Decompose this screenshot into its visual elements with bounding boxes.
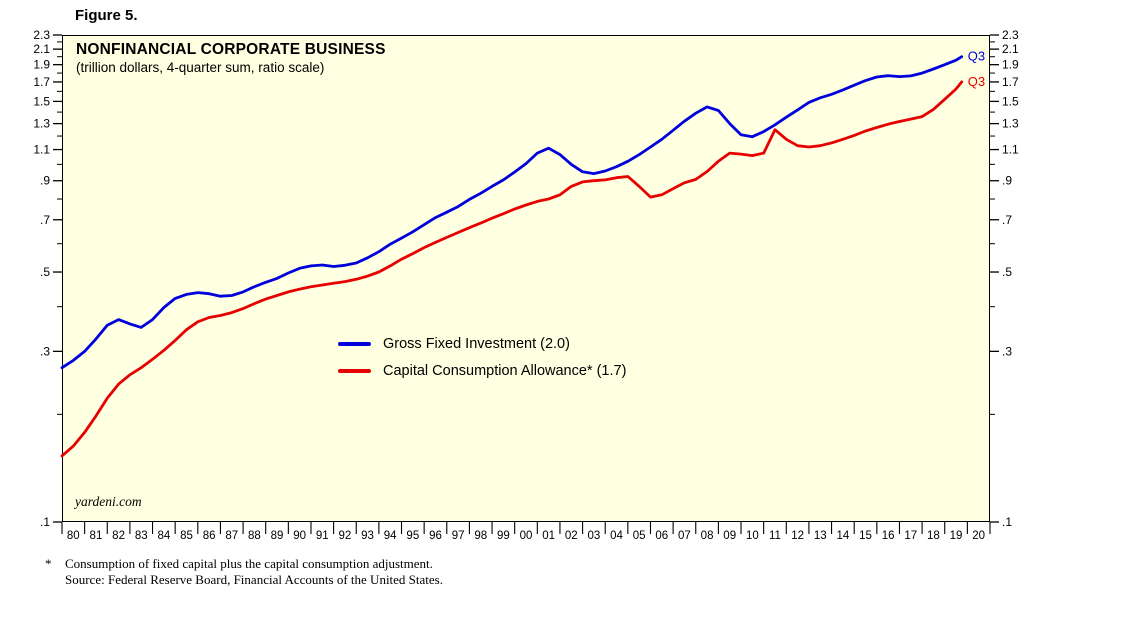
y-tick-label-right: .9 [1002, 174, 1012, 188]
y-tick-label-left: 1.7 [33, 75, 50, 89]
x-tick-label: 09 [723, 530, 736, 542]
x-tick-label: 84 [157, 530, 170, 542]
yardeni-watermark: yardeni.com [75, 494, 142, 509]
x-tick-label: 85 [180, 530, 193, 542]
x-tick-label: 93 [361, 530, 374, 542]
x-tick-label: 04 [610, 530, 623, 542]
footnote-text: Consumption of fixed capital plus the ca… [65, 556, 433, 571]
y-tick-label-right: 2.3 [1002, 28, 1019, 42]
x-tick-label: 03 [588, 530, 601, 542]
x-tick-label: 81 [90, 530, 103, 542]
legend-item-gross-fixed-investment: Gross Fixed Investment (2.0) [338, 331, 626, 356]
y-tick-label-right: 1.7 [1002, 75, 1019, 89]
y-tick-label-left: 1.5 [33, 94, 50, 108]
footnote-indent [45, 572, 65, 588]
x-tick-label: 05 [633, 530, 646, 542]
legend-swatch-red [338, 368, 371, 373]
x-tick-label: 90 [293, 530, 306, 542]
x-tick-label: 07 [678, 530, 691, 542]
x-tick-label: 18 [927, 530, 940, 542]
footnote-source: Source: Federal Reserve Board, Financial… [65, 572, 443, 587]
chart-title: NONFINANCIAL CORPORATE BUSINESS [76, 41, 386, 58]
x-tick-label: 20 [972, 530, 985, 542]
x-tick-label: 14 [836, 530, 849, 542]
y-tick-label-right: .5 [1002, 265, 1012, 279]
x-tick-label: 08 [701, 530, 714, 542]
x-tick-label: 94 [384, 530, 397, 542]
x-tick-label: 80 [67, 530, 80, 542]
y-tick-label-left: .9 [40, 174, 50, 188]
y-tick-label-left: 2.1 [33, 42, 50, 56]
y-tick-label-right: 1.5 [1002, 94, 1019, 108]
chart-subtitle: (trillion dollars, 4-quarter sum, ratio … [76, 60, 325, 75]
footnote-line-2: Source: Federal Reserve Board, Financial… [45, 572, 443, 588]
x-tick-label: 01 [542, 530, 555, 542]
figure-label: Figure 5. [75, 7, 138, 24]
footnote-asterisk: * [45, 556, 52, 571]
x-tick-label: 10 [746, 530, 759, 542]
x-tick-label: 88 [248, 530, 261, 542]
x-tick-label: 96 [429, 530, 442, 542]
y-tick-label-left: .1 [40, 515, 50, 529]
x-tick-label: 19 [950, 530, 963, 542]
y-tick-label-right: 1.3 [1002, 117, 1019, 131]
x-tick-label: 16 [882, 530, 895, 542]
y-tick-label-right: .7 [1002, 213, 1012, 227]
x-tick-label: 95 [406, 530, 419, 542]
legend-label-gross-fixed-investment: Gross Fixed Investment (2.0) [383, 335, 570, 352]
x-tick-label: 89 [271, 530, 284, 542]
x-tick-label: 02 [565, 530, 578, 542]
y-tick-label-right: 2.1 [1002, 42, 1019, 56]
x-tick-label: 99 [497, 530, 510, 542]
x-tick-label: 15 [859, 530, 872, 542]
x-tick-label: 82 [112, 530, 125, 542]
x-tick-label: 00 [520, 530, 533, 542]
x-tick-label: 83 [135, 530, 148, 542]
x-tick-label: 12 [791, 530, 804, 542]
x-tick-label: 91 [316, 530, 329, 542]
x-tick-label: 86 [203, 530, 216, 542]
y-tick-label-left: .5 [40, 265, 50, 279]
y-tick-label-right: .3 [1002, 344, 1012, 358]
y-tick-label-right: 1.1 [1002, 143, 1019, 157]
y-tick-label-right: 1.9 [1002, 58, 1019, 72]
y-tick-label-left: 1.3 [33, 117, 50, 131]
x-tick-label: 98 [474, 530, 487, 542]
footnote: * Consumption of fixed capital plus the … [45, 556, 443, 588]
y-tick-label-left: .3 [40, 344, 50, 358]
legend-label-capital-consumption-allowance: Capital Consumption Allowance* (1.7) [383, 362, 627, 379]
y-tick-label-right: .1 [1002, 515, 1012, 529]
y-tick-label-left: 2.3 [33, 28, 50, 42]
legend-swatch-blue [338, 341, 371, 346]
x-tick-label: 13 [814, 530, 827, 542]
y-tick-label-left: 1.1 [33, 143, 50, 157]
legend: Gross Fixed Investment (2.0) Capital Con… [338, 331, 626, 383]
x-tick-label: 11 [769, 530, 781, 542]
y-tick-label-left: 1.9 [33, 58, 50, 72]
x-tick-label: 17 [904, 530, 917, 542]
y-tick-label-left: .7 [40, 213, 50, 227]
footnote-line-1: * Consumption of fixed capital plus the … [45, 556, 443, 572]
x-tick-label: 92 [339, 530, 352, 542]
x-tick-label: 06 [655, 530, 668, 542]
x-tick-label: 97 [452, 530, 465, 542]
legend-item-capital-consumption-allowance: Capital Consumption Allowance* (1.7) [338, 358, 626, 383]
plot-area [62, 35, 990, 522]
x-tick-label: 87 [225, 530, 238, 542]
